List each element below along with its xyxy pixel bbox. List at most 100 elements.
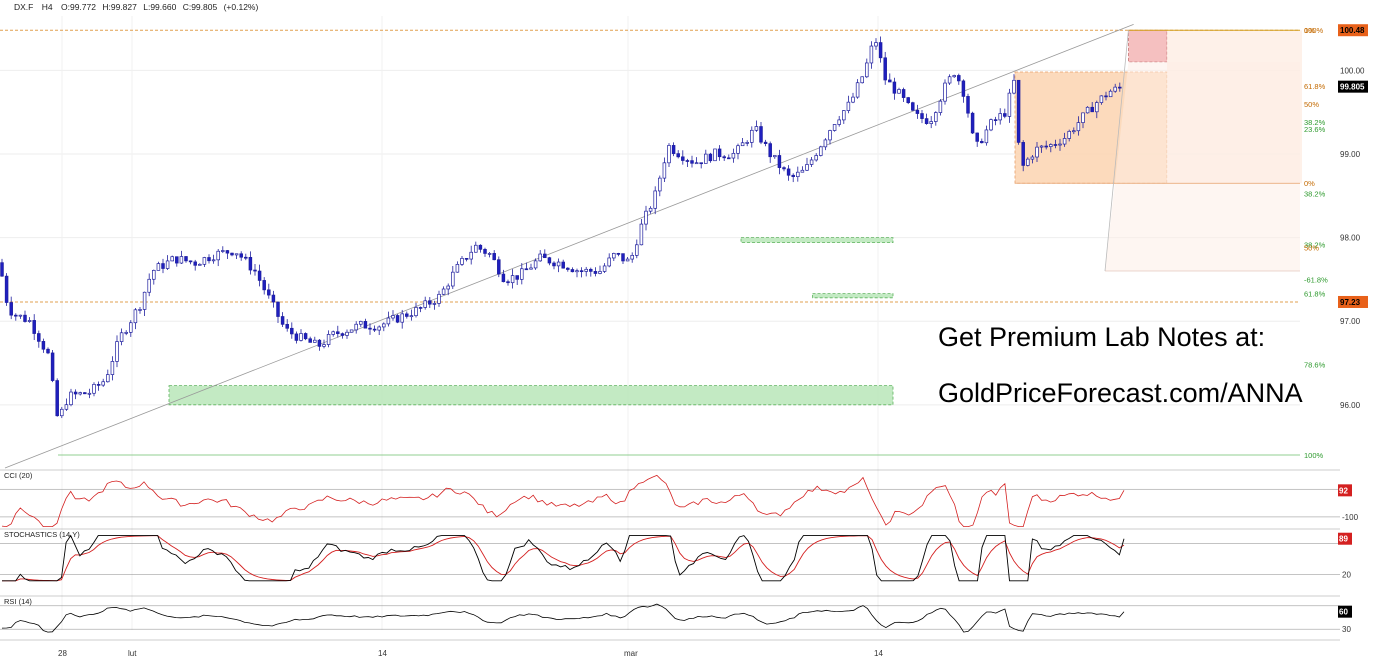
time-tick-label: 14 <box>378 649 387 658</box>
candle-up <box>1035 146 1039 158</box>
current-price-marker-bg <box>1338 80 1368 93</box>
candle-up <box>897 89 901 94</box>
candle-up <box>1076 122 1081 132</box>
candle-down <box>340 333 345 336</box>
candle-up <box>860 76 864 84</box>
fib-label: 100% <box>1304 26 1324 35</box>
candle-up <box>1030 156 1035 160</box>
candle-down <box>566 267 570 270</box>
high-level-marker: 100.48 <box>1340 26 1365 35</box>
cci-last-value: 92 <box>1339 486 1348 495</box>
candle-down <box>759 126 763 143</box>
candle-down <box>690 160 694 164</box>
candle-up <box>694 162 699 165</box>
candle-up <box>409 315 414 318</box>
high-level-marker-bg <box>1338 24 1368 37</box>
candle-up <box>345 331 349 336</box>
candle-down <box>46 348 50 354</box>
candle-up <box>823 139 828 148</box>
candle-up <box>773 155 777 158</box>
candle-up <box>216 250 220 261</box>
candle-down <box>405 313 409 317</box>
promo-line-1: Get Premium Lab Notes at: <box>938 322 1266 352</box>
candle-down <box>244 256 248 259</box>
candle-up <box>69 391 73 406</box>
open-value: O:99.772 <box>61 2 96 12</box>
candle-up <box>805 164 809 171</box>
candle-up <box>584 268 588 272</box>
fib-label: 38.2% <box>1304 118 1326 127</box>
rsi-line <box>1 603 1125 633</box>
candle-down <box>317 339 322 347</box>
candle-up <box>943 82 947 102</box>
candle-down <box>892 81 897 94</box>
rsi-last-value: 60 <box>1339 608 1348 617</box>
candle-down <box>561 261 565 269</box>
price-axis: 100.00 99.00 98.00 97.00 96.00 100.48 99.805 97… <box>1338 24 1368 410</box>
candle-down <box>9 302 13 316</box>
support-zone <box>812 293 894 299</box>
candle-down <box>501 273 506 283</box>
rsi-tick: 30 <box>1342 625 1351 634</box>
stochastics-label: STOCHASTICS (14,Y) <box>4 530 80 539</box>
time-tick-label: 14 <box>874 649 883 658</box>
candle-down <box>888 79 892 83</box>
candle-up <box>814 155 818 161</box>
candle-down <box>1118 86 1122 89</box>
candle-up <box>575 270 579 273</box>
price-tick-label: 99.00 <box>1340 150 1361 159</box>
candle-up <box>115 341 119 362</box>
low-level-marker-bg <box>1338 295 1368 308</box>
resistance-zone <box>1128 29 1168 63</box>
candle-up <box>119 332 124 342</box>
candle-down <box>621 253 625 262</box>
candle-down <box>478 244 483 250</box>
promo-link[interactable]: GoldPriceForecast.com/ANNA <box>938 378 1303 408</box>
candle-down <box>184 256 188 262</box>
candle-up <box>359 321 363 325</box>
candle-down <box>1104 95 1108 98</box>
candle-down <box>993 119 998 121</box>
change-value: (+0.12%) <box>224 2 259 12</box>
candle-down <box>336 331 340 334</box>
candle-down <box>308 338 312 343</box>
candle-up <box>529 267 533 270</box>
candle-down <box>883 57 887 81</box>
candle-down <box>570 269 575 273</box>
candle-down <box>763 141 768 144</box>
candle-up <box>234 253 239 256</box>
candle-down <box>161 263 165 269</box>
candle-up <box>653 190 657 209</box>
candle-down <box>464 258 469 260</box>
candle-down <box>727 157 731 160</box>
fib-label: 0% <box>1304 26 1315 35</box>
candle-up <box>211 259 216 262</box>
candle-down <box>1021 142 1025 166</box>
candle-up <box>124 331 128 334</box>
candle-up <box>800 169 805 173</box>
candle-up <box>639 223 644 246</box>
candle-up <box>796 171 800 178</box>
candle-down <box>911 102 915 111</box>
candle-up <box>828 130 832 141</box>
candle-down <box>483 248 487 254</box>
candle-up <box>1095 102 1099 113</box>
candle-down <box>681 156 685 161</box>
indicator-panes: CCI (20) -100 92 STOCHASTICS (14,Y) 20 89 RSI … <box>0 469 1359 641</box>
candle-up <box>704 153 708 164</box>
price-tick-label: 98.00 <box>1340 234 1361 243</box>
low-value: L:99.660 <box>143 2 176 12</box>
current-price-marker: 99.805 <box>1340 83 1365 92</box>
candle-up <box>989 119 993 131</box>
candle-down <box>708 153 713 162</box>
candle-up <box>391 315 395 319</box>
candle-up <box>819 146 823 156</box>
candle-up <box>662 162 667 179</box>
candle-up <box>446 285 450 290</box>
candle-down <box>589 268 593 272</box>
candle-down <box>368 327 372 330</box>
candle-up <box>929 121 933 124</box>
candle-down <box>207 257 211 262</box>
candle-up <box>938 100 943 113</box>
